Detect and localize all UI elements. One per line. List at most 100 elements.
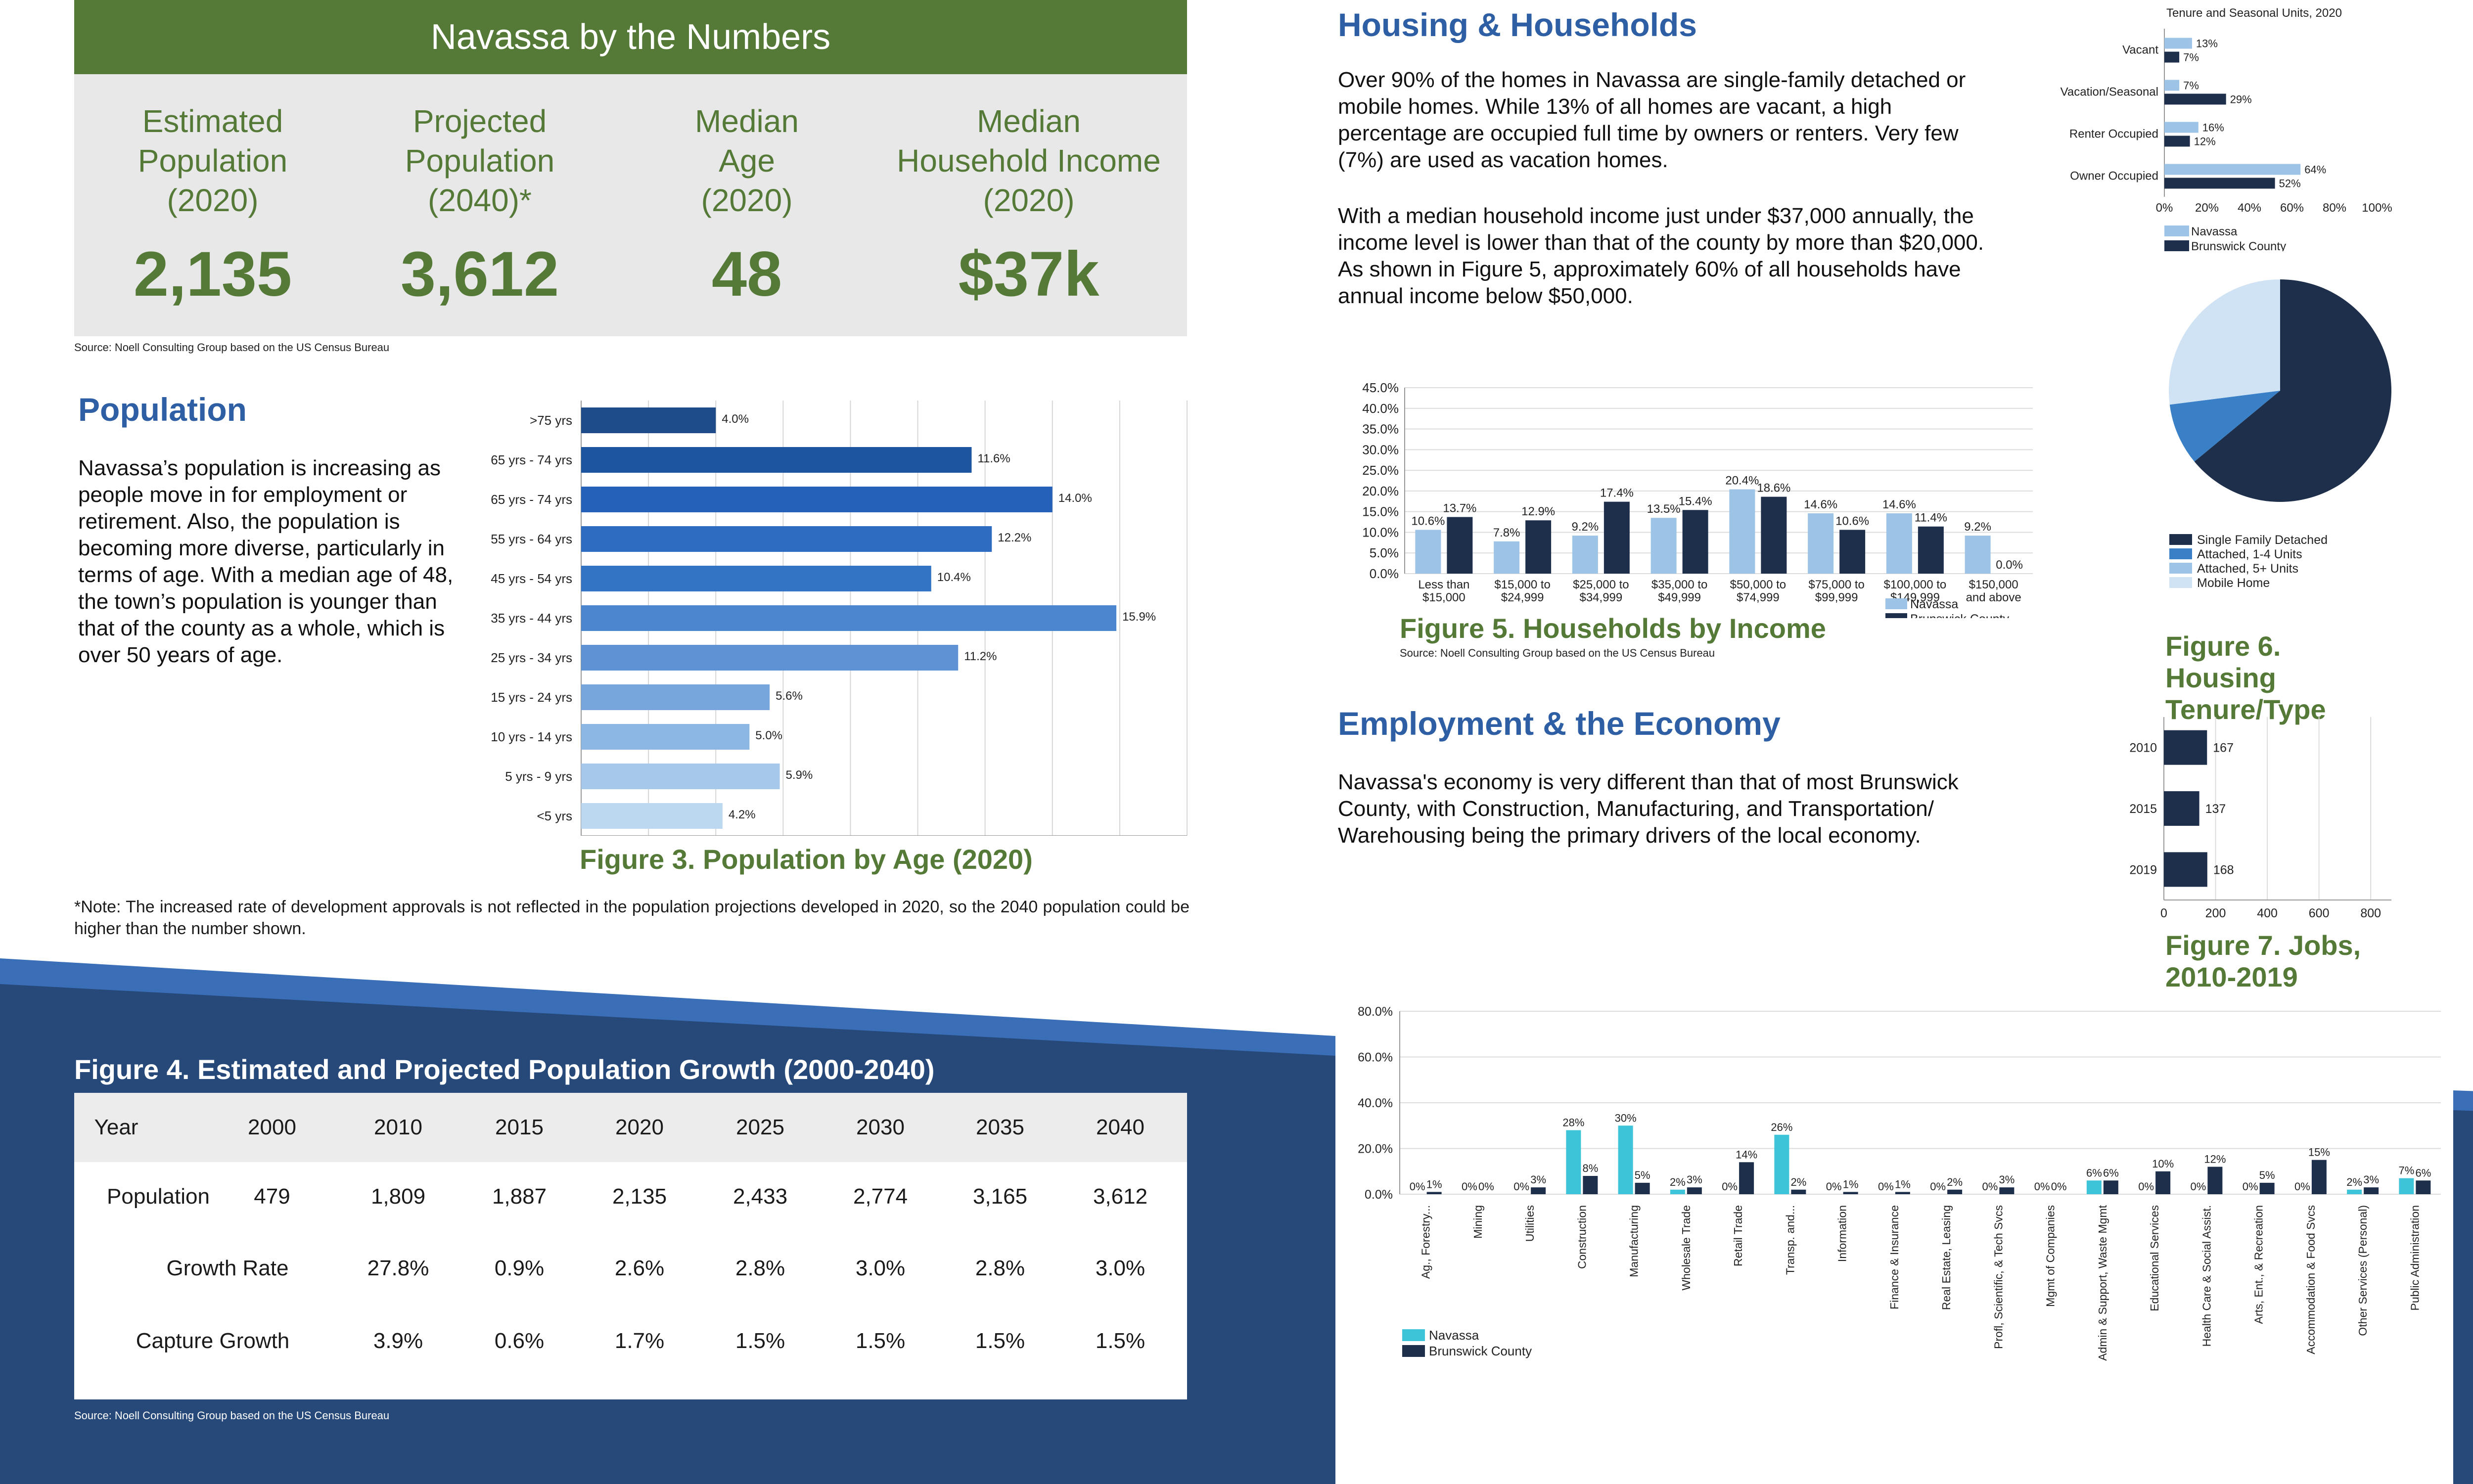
bar xyxy=(1566,1130,1581,1194)
bar xyxy=(2164,164,2301,175)
bar xyxy=(1839,530,1866,574)
bar xyxy=(1572,536,1598,574)
housing-heading: Housing & Households xyxy=(1338,6,1697,43)
data-label: 30% xyxy=(1615,1112,1637,1124)
data-label: 10.6% xyxy=(1835,514,1869,528)
bar xyxy=(1843,1192,1858,1194)
legend-label: Navassa xyxy=(1910,597,1958,611)
data-label: 15% xyxy=(2308,1146,2330,1159)
tick-label: Mining xyxy=(1471,1205,1484,1239)
figure-5-source: Source: Noell Consulting Group based on … xyxy=(1400,647,1715,659)
data-label: 2% xyxy=(1790,1176,1806,1188)
data-label: 13.7% xyxy=(1443,502,1476,515)
kpi-value: 2,135 xyxy=(133,239,292,310)
data-label: 29% xyxy=(2230,93,2252,106)
legend-swatch xyxy=(2164,240,2189,251)
data-label: 168 xyxy=(2213,863,2234,877)
data-label: 20.4% xyxy=(1725,474,1759,488)
population-table: Year 2000 2010 2015 2020 2025 2030 2035 … xyxy=(74,1093,1187,1399)
bar xyxy=(1918,526,1944,574)
data-label: 15.4% xyxy=(1679,495,1712,508)
tick-label: Accommodation & Food Svcs xyxy=(2304,1205,2317,1354)
tick-label: 20.0% xyxy=(1362,484,1399,498)
bar xyxy=(1808,513,1834,574)
legend-label: Attached, 5+ Units xyxy=(2197,562,2298,576)
legend-label: Attached, 1-4 Units xyxy=(2197,547,2302,561)
chart-title: Tenure and Seasonal Units, 2020 xyxy=(2166,6,2342,20)
bar xyxy=(1791,1189,1806,1194)
tick-label: 60.0% xyxy=(1358,1051,1393,1065)
bar xyxy=(1531,1187,1546,1194)
tick-label: $35,000 to xyxy=(1651,578,1707,591)
tick-label: 0 xyxy=(2160,906,2167,920)
bar xyxy=(581,684,770,710)
bar xyxy=(2164,178,2275,189)
kpi-median-income: Median Household Income (2020) $37k xyxy=(880,101,1177,311)
bar xyxy=(1965,536,1991,574)
bar xyxy=(2164,93,2226,105)
tick-label: 20.0% xyxy=(1358,1142,1393,1156)
bar xyxy=(1415,530,1441,574)
bar xyxy=(1729,489,1755,574)
table-header-cell: 2020 xyxy=(615,1115,664,1139)
table-cell: 2,135 xyxy=(612,1184,667,1209)
data-label: 0% xyxy=(2051,1180,2067,1193)
kpi-label: Projected Population (2040)* xyxy=(405,103,555,218)
table-cell: 2.8% xyxy=(975,1256,1025,1280)
table-cell: 479 xyxy=(254,1184,290,1209)
bar xyxy=(2155,1171,2171,1194)
tick-label: $100,000 to xyxy=(1883,578,1946,591)
tick-label: $15,000 xyxy=(1422,591,1465,604)
kpi-panel: Estimated Population (2020) 2,135 Projec… xyxy=(74,74,1187,336)
tick-label: Manufacturing xyxy=(1628,1205,1641,1277)
table-cell: 2.6% xyxy=(614,1256,665,1280)
legend-label: Brunswick County xyxy=(1429,1344,1532,1358)
data-label: 0% xyxy=(2294,1180,2310,1193)
data-label: 9.2% xyxy=(1964,520,1991,534)
tick-label: 45.0% xyxy=(1362,380,1399,395)
kpi-label: Median Age (2020) xyxy=(695,103,799,218)
bar xyxy=(2164,122,2198,133)
tick-label: 10 yrs - 14 yrs xyxy=(491,729,572,744)
tick-label: Ag., Forestry... xyxy=(1420,1205,1432,1279)
tick-label: Renter Occupied xyxy=(2069,128,2158,141)
population-text: Navassa’s population is increasing as pe… xyxy=(78,456,454,667)
tick-label: $34,999 xyxy=(1579,591,1622,604)
bar xyxy=(581,487,1053,512)
bar xyxy=(2259,1182,2275,1194)
bar xyxy=(1603,501,1630,574)
data-label: 17.4% xyxy=(1600,487,1634,500)
tick-label: 65 yrs - 74 yrs xyxy=(491,492,572,507)
figure-6-caption: Figure 6. Housing Tenure/Type xyxy=(2165,630,2326,725)
data-label: 5.9% xyxy=(786,768,813,782)
data-label: 3% xyxy=(2363,1173,2379,1186)
figure-3-chart: >75 yrs 4.0% 65 yrs - 74 yrs 11.6% 65 yrs - … xyxy=(491,401,1188,836)
bar xyxy=(2347,1189,2362,1194)
bar xyxy=(1670,1189,1685,1194)
bar xyxy=(2164,852,2207,887)
table-cell: 3.0% xyxy=(1095,1256,1145,1280)
tick-label: 600 xyxy=(2309,906,2330,920)
bar xyxy=(1426,1192,1442,1194)
pie-slice xyxy=(2169,279,2280,405)
bar xyxy=(1886,513,1912,574)
tick-label: Educational Services xyxy=(2148,1205,2161,1311)
table-cell: 1.5% xyxy=(855,1329,906,1353)
tenure-chart: Tenure and Seasonal Units, 2020 0% 20% 40% 6… xyxy=(2061,6,2392,251)
tick-label: 25.0% xyxy=(1362,463,1399,478)
legend-swatch xyxy=(2169,563,2192,574)
housing-text-1: Over 90% of the homes in Navassa are sin… xyxy=(1338,68,1966,172)
table-header-cell: 2000 xyxy=(248,1115,296,1139)
data-label: 52% xyxy=(2279,178,2301,190)
legend-label: Brunswick County xyxy=(2191,240,2286,251)
tick-label: Wholesale Trade xyxy=(1680,1205,1693,1291)
legend-swatch xyxy=(1402,1345,1425,1357)
legend-label: Brunswick County xyxy=(1910,612,2010,618)
data-label: 2% xyxy=(1947,1176,1963,1188)
data-label: 7.8% xyxy=(1493,526,1520,540)
bar xyxy=(2164,80,2180,91)
bar xyxy=(581,447,972,473)
data-label: 0% xyxy=(1930,1180,1946,1193)
table-row: Capture Growth 3.9% 0.6% 1.7% 1.5% 1.5% … xyxy=(74,1306,1187,1376)
